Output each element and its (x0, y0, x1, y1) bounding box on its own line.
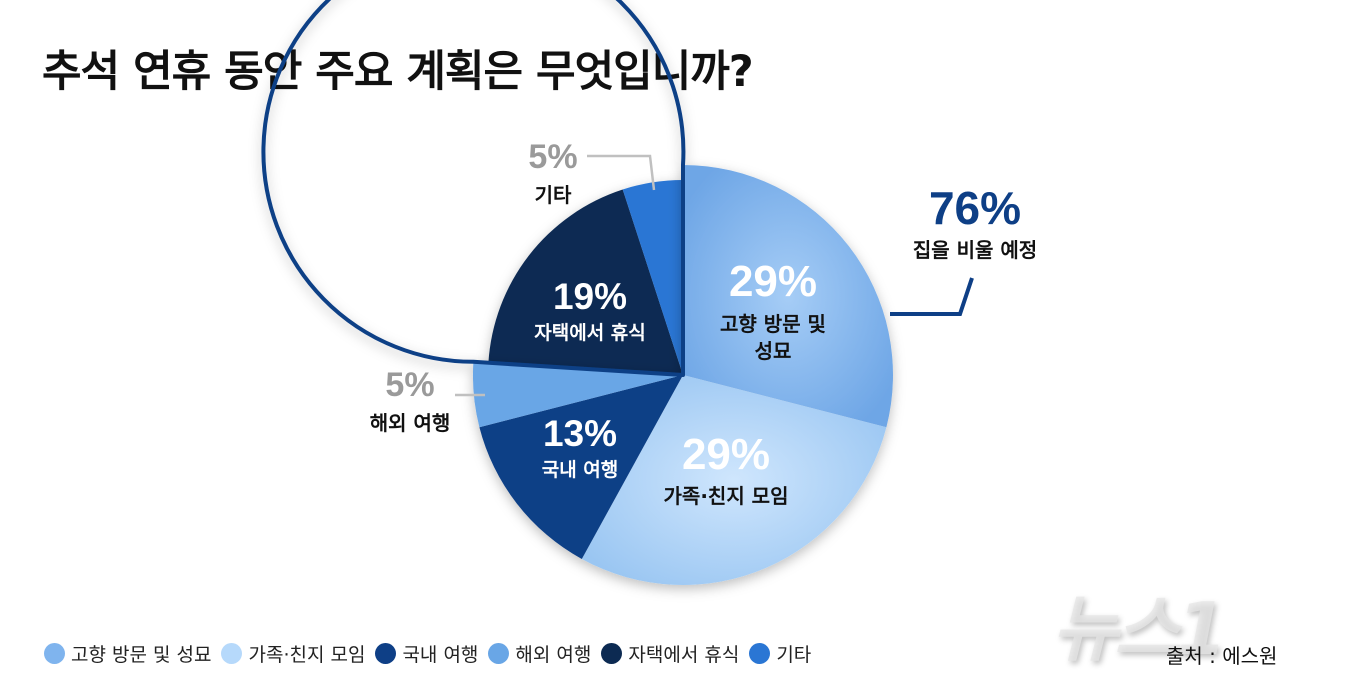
legend-item: 고향 방문 및 성묘 (44, 640, 211, 667)
pie-exploded-group (261, 0, 893, 585)
chart-title: 추석 연휴 동안 주요 계획은 무엇입니까? (42, 47, 754, 97)
legend-dot-icon (221, 643, 243, 664)
slice-label-hometown-2: 성묘 (755, 339, 792, 363)
slice-home-rest (488, 189, 683, 375)
exploded-outline (261, 0, 686, 377)
legend-label: 고향 방문 및 성묘 (71, 644, 212, 666)
legend-item: 자택에서 휴식 (601, 640, 739, 667)
watermark-logo: 뉴스1 (1052, 587, 1227, 671)
pie-base (488, 179, 683, 375)
legend-dot-icon (749, 643, 771, 664)
callout-pct-76: 76% (929, 182, 1021, 234)
legend-item: 기타 (749, 640, 811, 667)
callout-line-76 (890, 277, 974, 316)
slice-pct-hometown: 29% (729, 257, 817, 306)
slice-other (622, 179, 683, 375)
legend-item: 국내 여행 (375, 640, 478, 667)
legend-dot-icon (375, 643, 397, 664)
callout-line-other (587, 154, 656, 191)
slice-label-home-rest: 자택에서 휴식 (534, 322, 646, 344)
slice-family-gathering (581, 375, 887, 585)
source-credit: 출처 : 에스원 (1166, 644, 1278, 668)
legend: 고향 방문 및 성묘 가족·친지 모임 국내 여행 해외 여행 자택에서 휴식 … (44, 640, 821, 667)
slice-label-domestic: 국내 여행 (542, 459, 619, 481)
legend-dot-icon (601, 643, 623, 664)
slice-pct-home-rest: 19% (553, 276, 627, 317)
legend-dot-icon (488, 643, 510, 664)
legend-label: 국내 여행 (402, 644, 479, 666)
legend-label: 기타 (776, 644, 812, 666)
slice-label-overseas: 해외 여행 (370, 411, 451, 435)
slice-pct-family: 29% (682, 430, 770, 479)
legend-label: 해외 여행 (515, 644, 592, 666)
legend-label: 자택에서 휴식 (628, 644, 740, 666)
slice-pct-overseas: 5% (385, 366, 434, 404)
slice-label-family: 가족·친지 모임 (664, 484, 789, 508)
legend-item: 해외 여행 (488, 640, 591, 667)
slice-hometown-visit (683, 165, 893, 428)
legend-item: 가족·친지 모임 (221, 640, 365, 667)
slice-pct-other: 5% (528, 138, 577, 176)
slice-label-hometown: 고향 방문 및 (720, 312, 826, 336)
slice-pct-domestic: 13% (543, 413, 617, 454)
slice-domestic-travel (479, 375, 683, 559)
slice-overseas-travel (472, 361, 683, 428)
slice-label-other: 기타 (535, 183, 572, 207)
legend-label: 가족·친지 모임 (248, 644, 366, 666)
legend-dot-icon (44, 643, 65, 664)
callout-label-76: 집을 비울 예정 (913, 238, 1037, 262)
